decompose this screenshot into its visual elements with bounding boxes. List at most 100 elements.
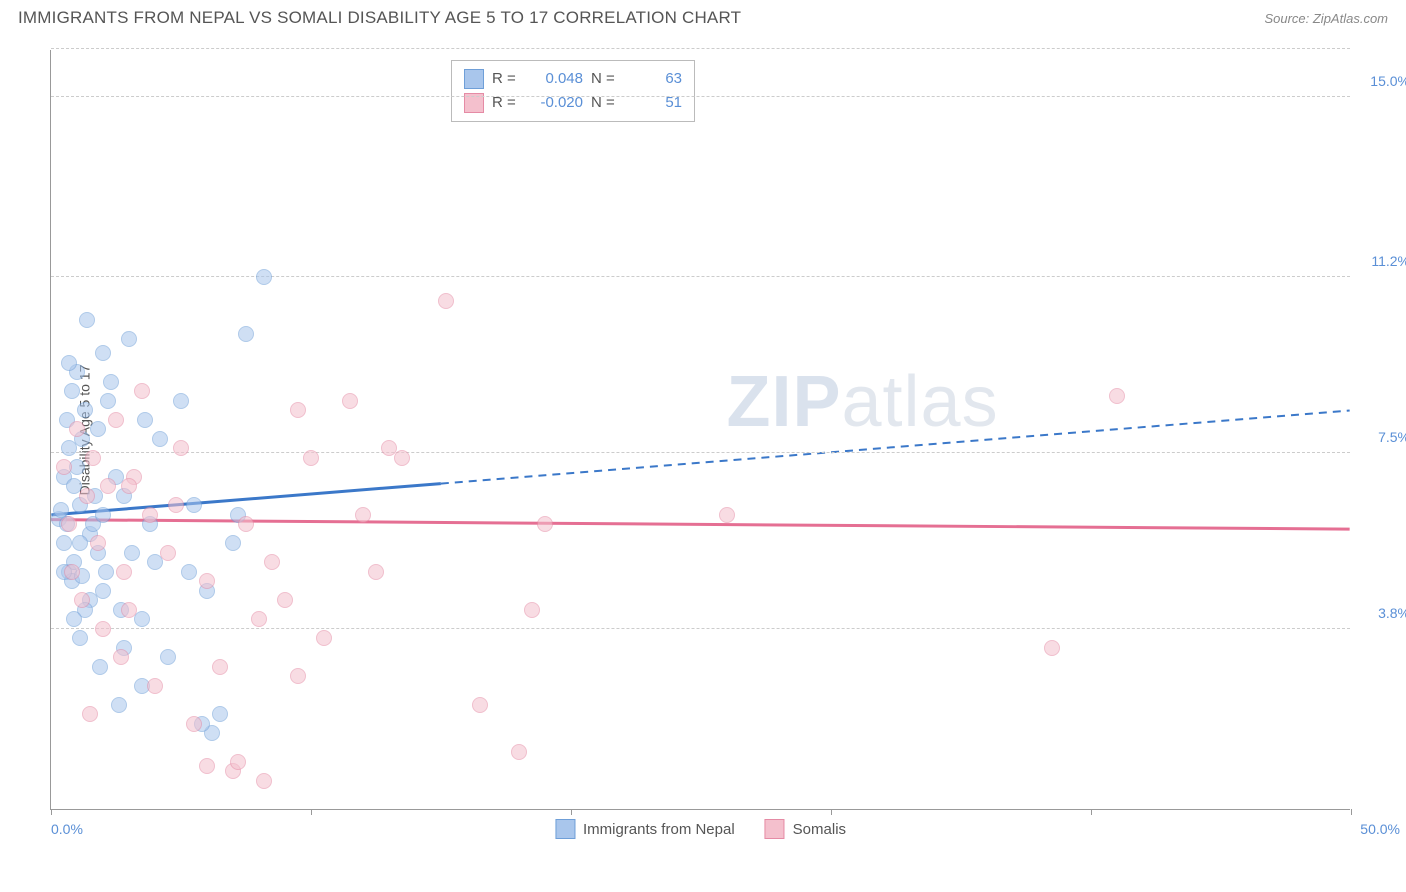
legend-series-label: Somalis	[793, 821, 846, 838]
scatter-point	[100, 478, 116, 494]
scatter-point	[82, 706, 98, 722]
scatter-point	[181, 564, 197, 580]
scatter-point	[116, 564, 132, 580]
scatter-point	[72, 630, 88, 646]
legend-swatch	[464, 69, 484, 89]
scatter-point	[56, 459, 72, 475]
y-tick-label: 11.2%	[1355, 253, 1406, 269]
scatter-point	[238, 516, 254, 532]
scatter-point	[108, 412, 124, 428]
scatter-point	[238, 326, 254, 342]
scatter-point	[61, 355, 77, 371]
x-axis-min-label: 0.0%	[51, 821, 83, 837]
scatter-point	[77, 402, 93, 418]
scatter-point	[438, 293, 454, 309]
scatter-point	[342, 393, 358, 409]
scatter-point	[95, 621, 111, 637]
scatter-point	[160, 545, 176, 561]
chart-source: Source: ZipAtlas.com	[1264, 11, 1388, 26]
scatter-point	[142, 507, 158, 523]
legend-series-item: Somalis	[765, 819, 846, 839]
x-tick	[311, 809, 312, 815]
x-tick	[1351, 809, 1352, 815]
scatter-point	[152, 431, 168, 447]
y-tick-label: 3.8%	[1355, 605, 1406, 621]
scatter-point	[186, 497, 202, 513]
chart-header: IMMIGRANTS FROM NEPAL VS SOMALI DISABILI…	[18, 8, 1388, 28]
y-tick-label: 15.0%	[1355, 73, 1406, 89]
scatter-point	[277, 592, 293, 608]
scatter-point	[290, 668, 306, 684]
gridline	[51, 628, 1350, 629]
gridline	[51, 452, 1350, 453]
chart-title: IMMIGRANTS FROM NEPAL VS SOMALI DISABILI…	[18, 8, 741, 28]
scatter-point	[113, 649, 129, 665]
scatter-point	[251, 611, 267, 627]
gridline	[51, 96, 1350, 97]
scatter-point	[230, 754, 246, 770]
scatter-point	[134, 383, 150, 399]
scatter-point	[199, 758, 215, 774]
scatter-point	[1109, 388, 1125, 404]
legend-n-label: N =	[591, 67, 619, 91]
scatter-point	[79, 312, 95, 328]
scatter-point	[90, 535, 106, 551]
scatter-point	[355, 507, 371, 523]
scatter-point	[137, 412, 153, 428]
scatter-point	[72, 535, 88, 551]
x-axis-max-label: 50.0%	[1360, 821, 1400, 837]
scatter-point	[524, 602, 540, 618]
scatter-point	[98, 564, 114, 580]
scatter-point	[537, 516, 553, 532]
legend-series-label: Immigrants from Nepal	[583, 821, 735, 838]
x-tick	[1091, 809, 1092, 815]
scatter-point	[100, 393, 116, 409]
scatter-point	[472, 697, 488, 713]
watermark-bold: ZIP	[726, 362, 841, 442]
scatter-point	[121, 602, 137, 618]
scatter-point	[121, 331, 137, 347]
scatter-point	[92, 659, 108, 675]
x-tick	[831, 809, 832, 815]
scatter-point	[1044, 640, 1060, 656]
scatter-point	[199, 573, 215, 589]
gridline	[51, 276, 1350, 277]
trend-lines	[51, 50, 1350, 809]
scatter-point	[186, 716, 202, 732]
legend-n-value: 63	[627, 67, 682, 91]
scatter-point	[69, 421, 85, 437]
scatter-point	[95, 507, 111, 523]
scatter-point	[95, 345, 111, 361]
legend-series-item: Immigrants from Nepal	[555, 819, 735, 839]
scatter-point	[212, 659, 228, 675]
y-tick-label: 7.5%	[1355, 429, 1406, 445]
scatter-point	[56, 535, 72, 551]
scatter-point	[256, 773, 272, 789]
scatter-point	[173, 440, 189, 456]
scatter-point	[66, 611, 82, 627]
scatter-point	[212, 706, 228, 722]
scatter-point	[90, 421, 106, 437]
scatter-point	[394, 450, 410, 466]
scatter-point	[147, 678, 163, 694]
scatter-point	[368, 564, 384, 580]
scatter-point	[61, 516, 77, 532]
legend-correlation: R =0.048N =63R =-0.020N =51	[451, 60, 695, 122]
legend-swatch	[555, 819, 575, 839]
legend-swatch	[765, 819, 785, 839]
watermark-rest: atlas	[841, 362, 998, 442]
gridline	[51, 48, 1350, 49]
legend-r-value: 0.048	[528, 67, 583, 91]
watermark: ZIPatlas	[726, 361, 998, 443]
legend-series: Immigrants from Nepal Somalis	[555, 819, 846, 839]
scatter-point	[303, 450, 319, 466]
legend-r-label: R =	[492, 67, 520, 91]
scatter-point	[64, 383, 80, 399]
scatter-point	[95, 583, 111, 599]
scatter-point	[111, 697, 127, 713]
scatter-point	[168, 497, 184, 513]
scatter-point	[124, 545, 140, 561]
scatter-point	[316, 630, 332, 646]
scatter-point	[85, 450, 101, 466]
scatter-point	[79, 488, 95, 504]
